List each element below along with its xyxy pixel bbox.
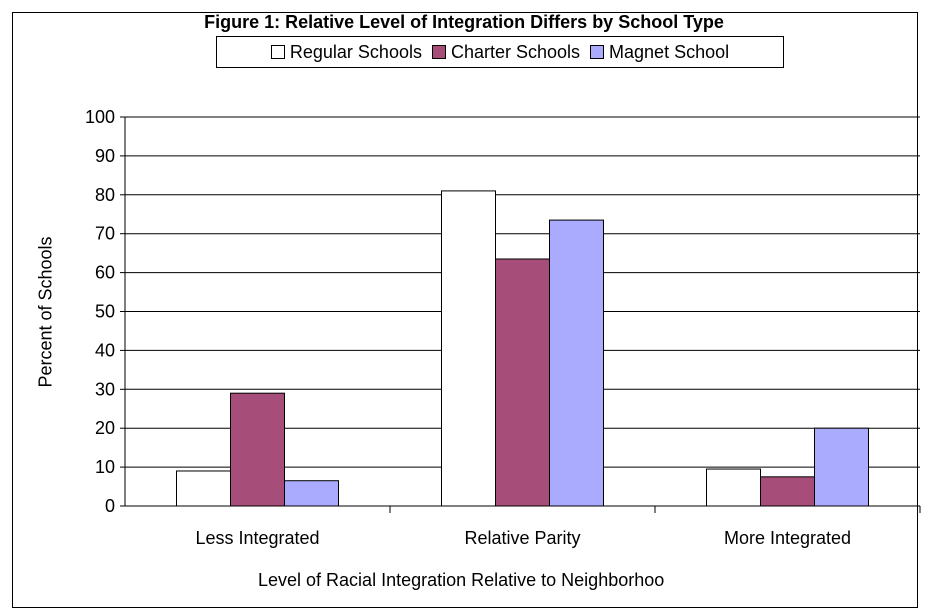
bar — [706, 468, 761, 507]
legend-swatch-magnet — [590, 45, 605, 59]
chart-title: Figure 1: Relative Level of Integration … — [204, 12, 724, 32]
legend-item-regular: Regular Schools — [270, 41, 422, 63]
bar — [760, 476, 815, 507]
y-tick-label: 20 — [95, 418, 115, 438]
bar — [284, 480, 339, 507]
x-tick-label: Less Integrated — [195, 528, 319, 548]
legend-label-magnet: Magnet School — [609, 41, 730, 62]
legend: Regular Schools Charter Schools Magnet S… — [216, 36, 784, 68]
y-tick-label: 60 — [95, 263, 115, 283]
y-tick-label: 0 — [105, 496, 115, 516]
x-axis-label: Level of Racial Integration Relative to … — [258, 570, 665, 590]
y-tick-label: 90 — [95, 146, 115, 166]
y-tick-label: 30 — [95, 379, 115, 399]
bar — [441, 190, 496, 507]
bar — [814, 427, 869, 507]
y-tick-label: 50 — [95, 302, 115, 322]
bar — [495, 258, 550, 507]
legend-swatch-regular — [270, 45, 285, 59]
x-tick-label: More Integrated — [724, 528, 851, 548]
x-tick-label: Relative Parity — [464, 528, 580, 548]
legend-item-magnet: Magnet School — [590, 42, 729, 63]
y-tick-label: 100 — [85, 107, 115, 127]
legend-label-charter: Charter Schools — [450, 41, 581, 62]
y-tick-label: 70 — [95, 224, 115, 244]
legend-swatch-charter — [431, 45, 446, 59]
bar — [549, 219, 604, 507]
legend-item-charter: Charter Schools — [431, 41, 581, 63]
bar — [176, 470, 231, 507]
y-axis-label: Percent of Schools — [35, 236, 56, 388]
bar — [230, 392, 285, 507]
y-tick-label: 80 — [95, 185, 115, 205]
y-tick-label: 10 — [95, 457, 115, 477]
legend-label-regular: Regular Schools — [289, 41, 422, 62]
y-tick-label: 40 — [95, 340, 115, 360]
